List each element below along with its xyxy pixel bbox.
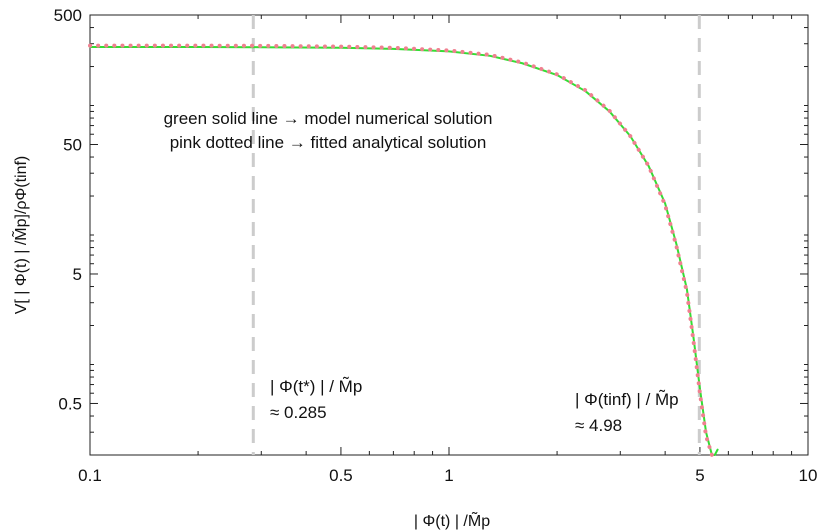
y-tick-label: 50 [63,135,82,154]
y-axis-label: V[ | Φ(t) | /M̃p]/ρΦ(tinf) [10,156,30,315]
x-tick-label: 0.5 [329,466,353,485]
fitted-analytical-line [88,43,714,457]
y-tick-label: 5 [73,265,82,284]
reference-lines [251,15,701,455]
x-tick-label: 5 [695,466,704,485]
x-tick-label: 10 [799,466,818,485]
annotation-t-star-value: ≈ 0.285 [270,403,327,422]
y-tick-label: 500 [54,6,82,25]
annotation-t-inf-label: | Φ(tinf) | / M̃p [575,389,679,409]
annotation-t-inf-value: ≈ 4.98 [575,416,622,435]
x-tick-label: 0.1 [78,466,102,485]
x-tick-label: 1 [444,466,453,485]
legend-line-1: green solid line → model numerical solut… [164,109,493,128]
y-tick-label: 0.5 [58,394,82,413]
axis-ticks: 0.1 0.5 1 5 10 0.5 5 50 500 [54,6,818,485]
series-lines [88,43,719,457]
x-axis-label: | Φ(t) | /M̃p [414,510,490,530]
annotation-t-star-label: | Φ(t*) | / M̃p [270,376,362,396]
legend-line-2: pink dotted line → fitted analytical sol… [170,133,487,152]
